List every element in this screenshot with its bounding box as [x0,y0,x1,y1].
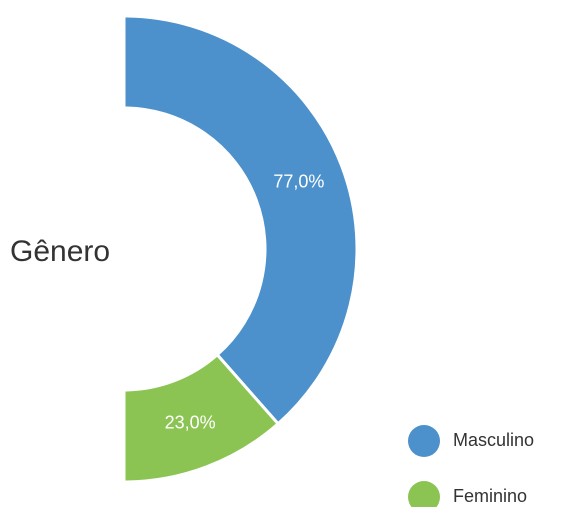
data-label: 23,0% [165,413,216,433]
legend-marker [408,425,440,457]
chart-title: Gênero [10,235,110,268]
slice [122,352,281,484]
legend-marker [408,481,440,507]
slice [122,14,359,426]
legend-label: Feminino [453,486,527,506]
data-label: 77,0% [273,172,324,192]
legend-label: Masculino [453,430,534,450]
